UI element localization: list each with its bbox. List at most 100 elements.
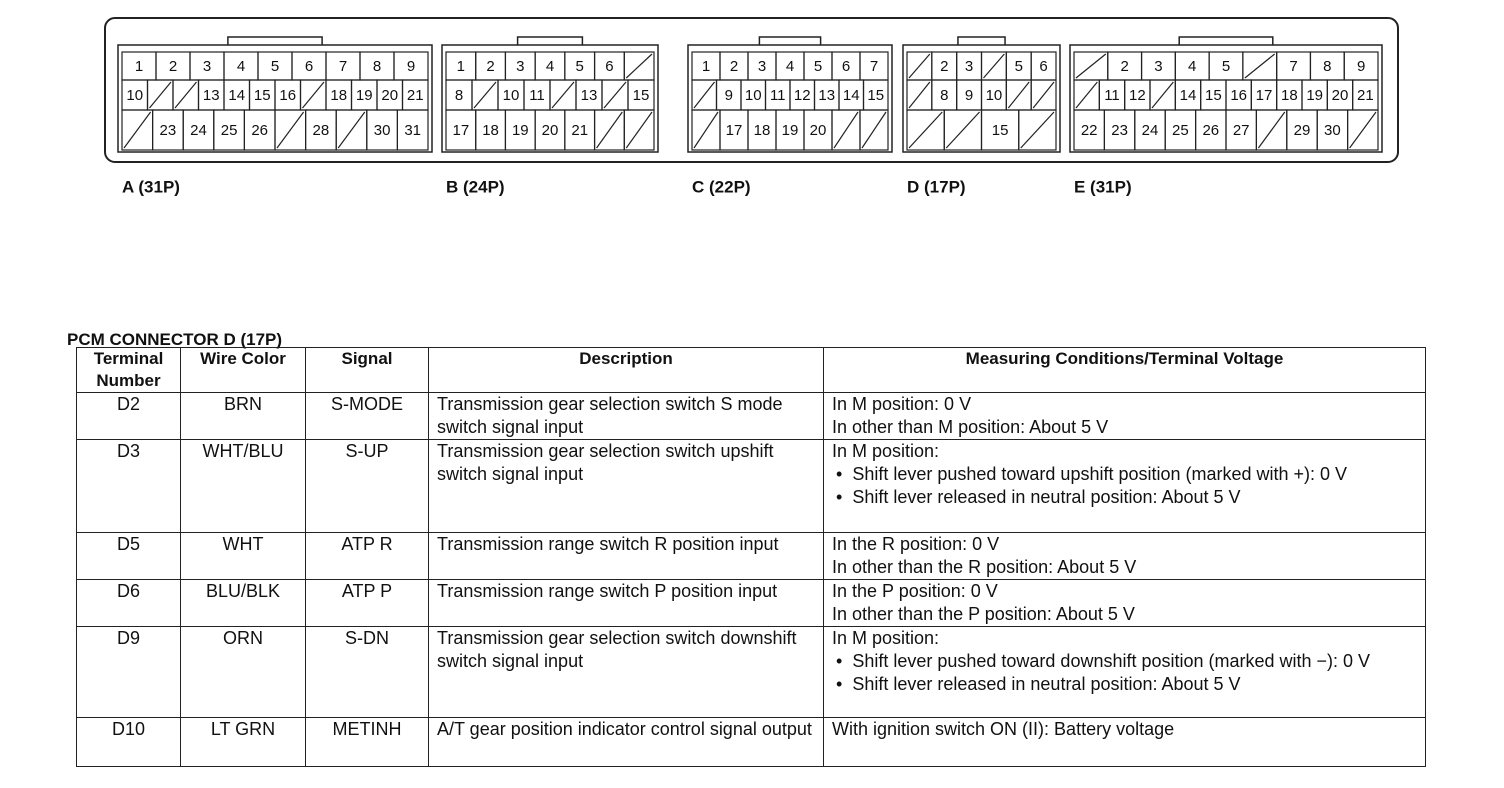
- signal: S-DN: [305, 626, 429, 718]
- terminal: D6: [76, 579, 181, 627]
- hatched-cell: [1007, 81, 1030, 109]
- pin-number: 1: [135, 58, 143, 75]
- hatched-cell: [276, 111, 305, 149]
- connector-label: E (31P): [1074, 177, 1132, 196]
- pin-cell: [623, 109, 655, 151]
- pin-number: 21: [1357, 87, 1374, 104]
- pin-cell: [396, 109, 429, 151]
- pin-number: 26: [251, 122, 268, 139]
- connector-tab: [758, 36, 822, 45]
- pin-number: 15: [1205, 87, 1222, 104]
- pin-number: 19: [1306, 87, 1323, 104]
- hatched-cell: [123, 111, 152, 149]
- hatched-cell: [693, 111, 719, 149]
- wire-color: LT GRN: [180, 717, 306, 767]
- signal: METINH: [305, 717, 429, 767]
- pin-number: 10: [126, 87, 143, 104]
- hatched-cell: [625, 111, 653, 149]
- pin-number: 20: [1332, 87, 1349, 104]
- pin-number: 3: [965, 58, 973, 75]
- condition-line: In other than the P position: About 5 V: [832, 604, 1135, 624]
- terminal: D5: [76, 532, 181, 580]
- pin-number: 20: [810, 122, 827, 139]
- pin-cell: [1346, 109, 1379, 151]
- hatched-cell: [945, 111, 980, 149]
- hatched-cell: [337, 111, 366, 149]
- hatched-cell: [1020, 111, 1055, 149]
- condition-bullet: Shift lever pushed toward upshift positi…: [832, 463, 1417, 486]
- table-row: D3 WHT/BLU S-UP Transmission gear selection…: [76, 439, 1426, 533]
- wire-color: ORN: [180, 626, 306, 718]
- hatched-cell: [1349, 111, 1377, 149]
- signal: ATP R: [305, 532, 429, 580]
- terminal: D3: [76, 439, 181, 533]
- condition-line: In M position: 0 V: [832, 394, 972, 414]
- table-row: D9 ORN S-DN Transmission gear selection swi…: [76, 626, 1426, 718]
- signal: ATP P: [305, 579, 429, 627]
- pin-number: 18: [330, 87, 347, 104]
- hatched-cell: [908, 53, 931, 79]
- table-row: D2 BRN S-MODE Transmission gear selection s…: [76, 392, 1426, 440]
- wire-color: WHT: [180, 532, 306, 580]
- pin-number: 4: [786, 58, 794, 75]
- pin-number: 15: [254, 87, 271, 104]
- pcm-housing: [104, 17, 1399, 163]
- pin-number: 6: [1039, 58, 1047, 75]
- pin-number: 15: [633, 87, 650, 104]
- hatched-cell: [693, 81, 715, 109]
- table-title: PCM CONNECTOR D (17P): [67, 330, 283, 349]
- pin-number: 6: [605, 58, 613, 75]
- pin-number: 18: [1281, 87, 1298, 104]
- pin-number: 24: [1142, 122, 1159, 139]
- measuring: In the P position: 0 V In other than the …: [823, 579, 1426, 627]
- pin-number: 15: [992, 122, 1009, 139]
- hatched-cell: [1257, 111, 1286, 149]
- pin-number: 13: [818, 87, 835, 104]
- terminal: D10: [76, 717, 181, 767]
- pin-number: 28: [313, 122, 330, 139]
- pin-number: 8: [373, 58, 381, 75]
- pin-number: 11: [529, 87, 545, 104]
- pin-number: 25: [1172, 122, 1189, 139]
- pin-number: 7: [870, 58, 878, 75]
- pin-number: 27: [1233, 122, 1250, 139]
- pin-number: 25: [221, 122, 238, 139]
- measuring: In M position: 0 V In other than M positi…: [823, 392, 1426, 440]
- signal: S-MODE: [305, 392, 429, 440]
- pin-number: 12: [794, 87, 811, 104]
- description: Transmission range switch R position inp…: [428, 532, 824, 580]
- connector-label: C (22P): [692, 177, 751, 196]
- pin-number: 2: [169, 58, 177, 75]
- description: Transmission range switch P position inp…: [428, 579, 824, 627]
- pin-number: 17: [453, 122, 470, 139]
- terminal: D2: [76, 392, 181, 440]
- hatched-cell: [861, 111, 887, 149]
- pin-number: 8: [940, 87, 948, 104]
- pin-number: 5: [1015, 58, 1023, 75]
- pin-number: 13: [203, 87, 220, 104]
- pin-number: 3: [516, 58, 524, 75]
- connector-tab: [227, 36, 323, 45]
- pin-number: 20: [381, 87, 398, 104]
- table-row: D6 BLU/BLK ATP P Transmission range switch …: [76, 579, 1426, 627]
- pin-number: 23: [1111, 122, 1128, 139]
- description: A/T gear position indicator control sign…: [428, 717, 824, 767]
- pin-number: 1: [457, 58, 465, 75]
- header-cell: Terminal Number: [76, 347, 181, 393]
- description: Transmission gear selection switch S mod…: [428, 392, 824, 440]
- condition-line: In other than the R position: About 5 V: [832, 557, 1137, 577]
- hatched-cell: [551, 81, 575, 109]
- measuring: With ignition switch ON (II): Battery vo…: [823, 717, 1426, 767]
- connector-tab: [516, 36, 584, 45]
- pin-number: 19: [512, 122, 529, 139]
- pin-number: 30: [374, 122, 391, 139]
- pin-number: 4: [237, 58, 245, 75]
- connector-body: [441, 44, 659, 153]
- pin-number: 15: [867, 87, 884, 104]
- pin-number: 3: [1154, 58, 1162, 75]
- pin-number: 2: [486, 58, 494, 75]
- pin-number: 18: [482, 122, 499, 139]
- hatched-cell: [302, 81, 325, 109]
- pin-number: 17: [1256, 87, 1273, 104]
- pin-number: 8: [455, 87, 463, 104]
